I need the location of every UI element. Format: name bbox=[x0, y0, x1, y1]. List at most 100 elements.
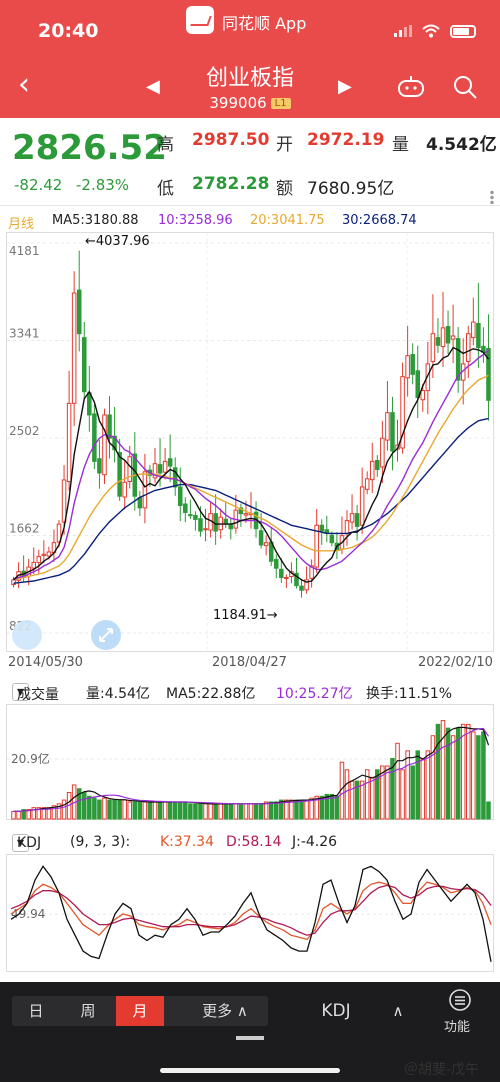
volume-indicator-dropdown[interactable]: 成交量 ▾ bbox=[12, 683, 59, 703]
volume-bar bbox=[369, 776, 375, 820]
candle-body bbox=[319, 524, 325, 532]
function-button-label[interactable]: 功能 bbox=[444, 1020, 471, 1035]
y-tick-label: 49.94 bbox=[11, 907, 45, 921]
y-tick-label: 20.9亿 bbox=[11, 751, 50, 766]
candle-body bbox=[369, 460, 375, 481]
kdj-d-line bbox=[10, 884, 492, 936]
volume-bar bbox=[162, 801, 168, 820]
x-tick-0: 2014/05/30 bbox=[8, 655, 83, 670]
indicator-expand-button[interactable]: ∧ bbox=[392, 1002, 404, 1020]
kdj-params: (9, 3, 3): bbox=[70, 834, 131, 850]
period-month-button[interactable]: 月 bbox=[116, 996, 164, 1026]
kdj-chart[interactable]: 49.94 bbox=[7, 855, 495, 973]
status-time: 20:40 bbox=[38, 20, 99, 42]
volume-value: 4.542亿 bbox=[426, 135, 497, 155]
candle-body bbox=[188, 514, 193, 517]
open-value: 2972.19 bbox=[307, 130, 385, 150]
high-value: 2987.50 bbox=[192, 130, 270, 150]
candle-body bbox=[177, 486, 183, 507]
volume-bar bbox=[36, 807, 42, 820]
candle-body bbox=[304, 579, 309, 591]
kdj-k-line bbox=[10, 881, 492, 941]
period-label[interactable]: 月线 bbox=[8, 217, 35, 232]
volume-bar bbox=[359, 780, 365, 820]
candle-body bbox=[410, 353, 415, 375]
home-indicator bbox=[160, 1068, 340, 1073]
volume-bar bbox=[435, 723, 441, 820]
amount-value: 7680.95亿 bbox=[307, 179, 395, 199]
kdj-chart-box[interactable]: 49.94 bbox=[6, 854, 495, 973]
menu-circle-icon[interactable] bbox=[448, 988, 472, 1012]
candle-body bbox=[127, 456, 133, 482]
current-price: 2826.52 bbox=[12, 128, 167, 168]
volume-bar bbox=[132, 801, 138, 820]
volume-bar bbox=[11, 810, 16, 820]
volume-bar bbox=[147, 801, 153, 820]
volume-bar bbox=[122, 799, 127, 820]
volume-bar bbox=[445, 727, 451, 820]
page-title: 创业板指 bbox=[205, 66, 294, 91]
prev-stock-button[interactable]: ◀ bbox=[146, 76, 160, 97]
stock-code: 399006 bbox=[209, 94, 267, 112]
candle-body bbox=[36, 556, 42, 563]
volume-ma10-legend: 10:25.27亿 bbox=[276, 686, 353, 702]
candle-body bbox=[455, 338, 461, 381]
volume-label: 量 bbox=[392, 135, 409, 155]
volume-bar bbox=[299, 799, 304, 820]
volume-bar bbox=[51, 805, 57, 820]
volume-bar bbox=[329, 793, 335, 820]
more-dots-icon[interactable] bbox=[490, 190, 494, 204]
status-icons bbox=[394, 24, 476, 38]
candle-body bbox=[193, 515, 198, 520]
candle-body bbox=[471, 321, 476, 339]
chart-left-arrow-icon[interactable] bbox=[12, 620, 42, 650]
ma10-legend: 10:3258.96 bbox=[158, 213, 233, 228]
price-change: -82.42 bbox=[14, 176, 63, 194]
volume-bar bbox=[31, 807, 37, 820]
x-tick-1: 2018/04/27 bbox=[212, 655, 287, 670]
robot-icon[interactable] bbox=[396, 74, 426, 98]
candle-body bbox=[364, 478, 370, 490]
search-icon[interactable] bbox=[452, 74, 478, 100]
expand-icon[interactable] bbox=[90, 619, 122, 651]
period-day-button[interactable]: 日 bbox=[28, 1002, 44, 1020]
volume-bar bbox=[112, 799, 117, 820]
kdj-indicator-dropdown[interactable]: KDJ ▾ bbox=[12, 834, 41, 852]
volume-bar bbox=[208, 803, 213, 820]
candle-body bbox=[238, 507, 244, 515]
ma10-line bbox=[13, 349, 489, 581]
volume-chart-box[interactable]: 20.9亿 bbox=[6, 704, 495, 821]
volume-bar bbox=[183, 801, 188, 820]
volume-bar bbox=[248, 803, 254, 820]
volume-bar bbox=[213, 803, 218, 820]
candle-body bbox=[400, 376, 405, 449]
volume-bar bbox=[26, 809, 31, 820]
candle-body bbox=[465, 333, 471, 362]
volume-dropdown-label: 成交量 bbox=[17, 687, 59, 703]
back-button[interactable]: ‹ bbox=[18, 67, 30, 102]
volume-bar bbox=[324, 793, 330, 820]
y-tick-label: 3341 bbox=[9, 327, 40, 341]
volume-bar bbox=[471, 731, 476, 820]
indicator-button[interactable]: KDJ bbox=[321, 1001, 351, 1021]
candle-body bbox=[183, 503, 188, 513]
volume-bar bbox=[218, 803, 223, 820]
volume-bar bbox=[319, 795, 325, 820]
y-tick-label: 4181 bbox=[9, 244, 40, 258]
candle-body bbox=[213, 513, 218, 532]
candle-body bbox=[380, 437, 385, 468]
kdj-k-legend: K:37.34 bbox=[160, 834, 214, 850]
volume-chart[interactable]: 20.9亿 bbox=[7, 705, 495, 821]
candle-body bbox=[344, 520, 350, 535]
volume-bar bbox=[193, 803, 198, 820]
period-week-button[interactable]: 周 bbox=[80, 1002, 96, 1020]
period-more-button[interactable]: 更多 ∧ bbox=[202, 1002, 248, 1020]
candle-body bbox=[112, 435, 117, 451]
next-stock-button[interactable]: ▶ bbox=[338, 76, 352, 97]
volume-bar bbox=[273, 801, 279, 820]
candle-body bbox=[329, 534, 335, 544]
volume-bar bbox=[137, 801, 143, 820]
candle-body bbox=[258, 530, 264, 546]
